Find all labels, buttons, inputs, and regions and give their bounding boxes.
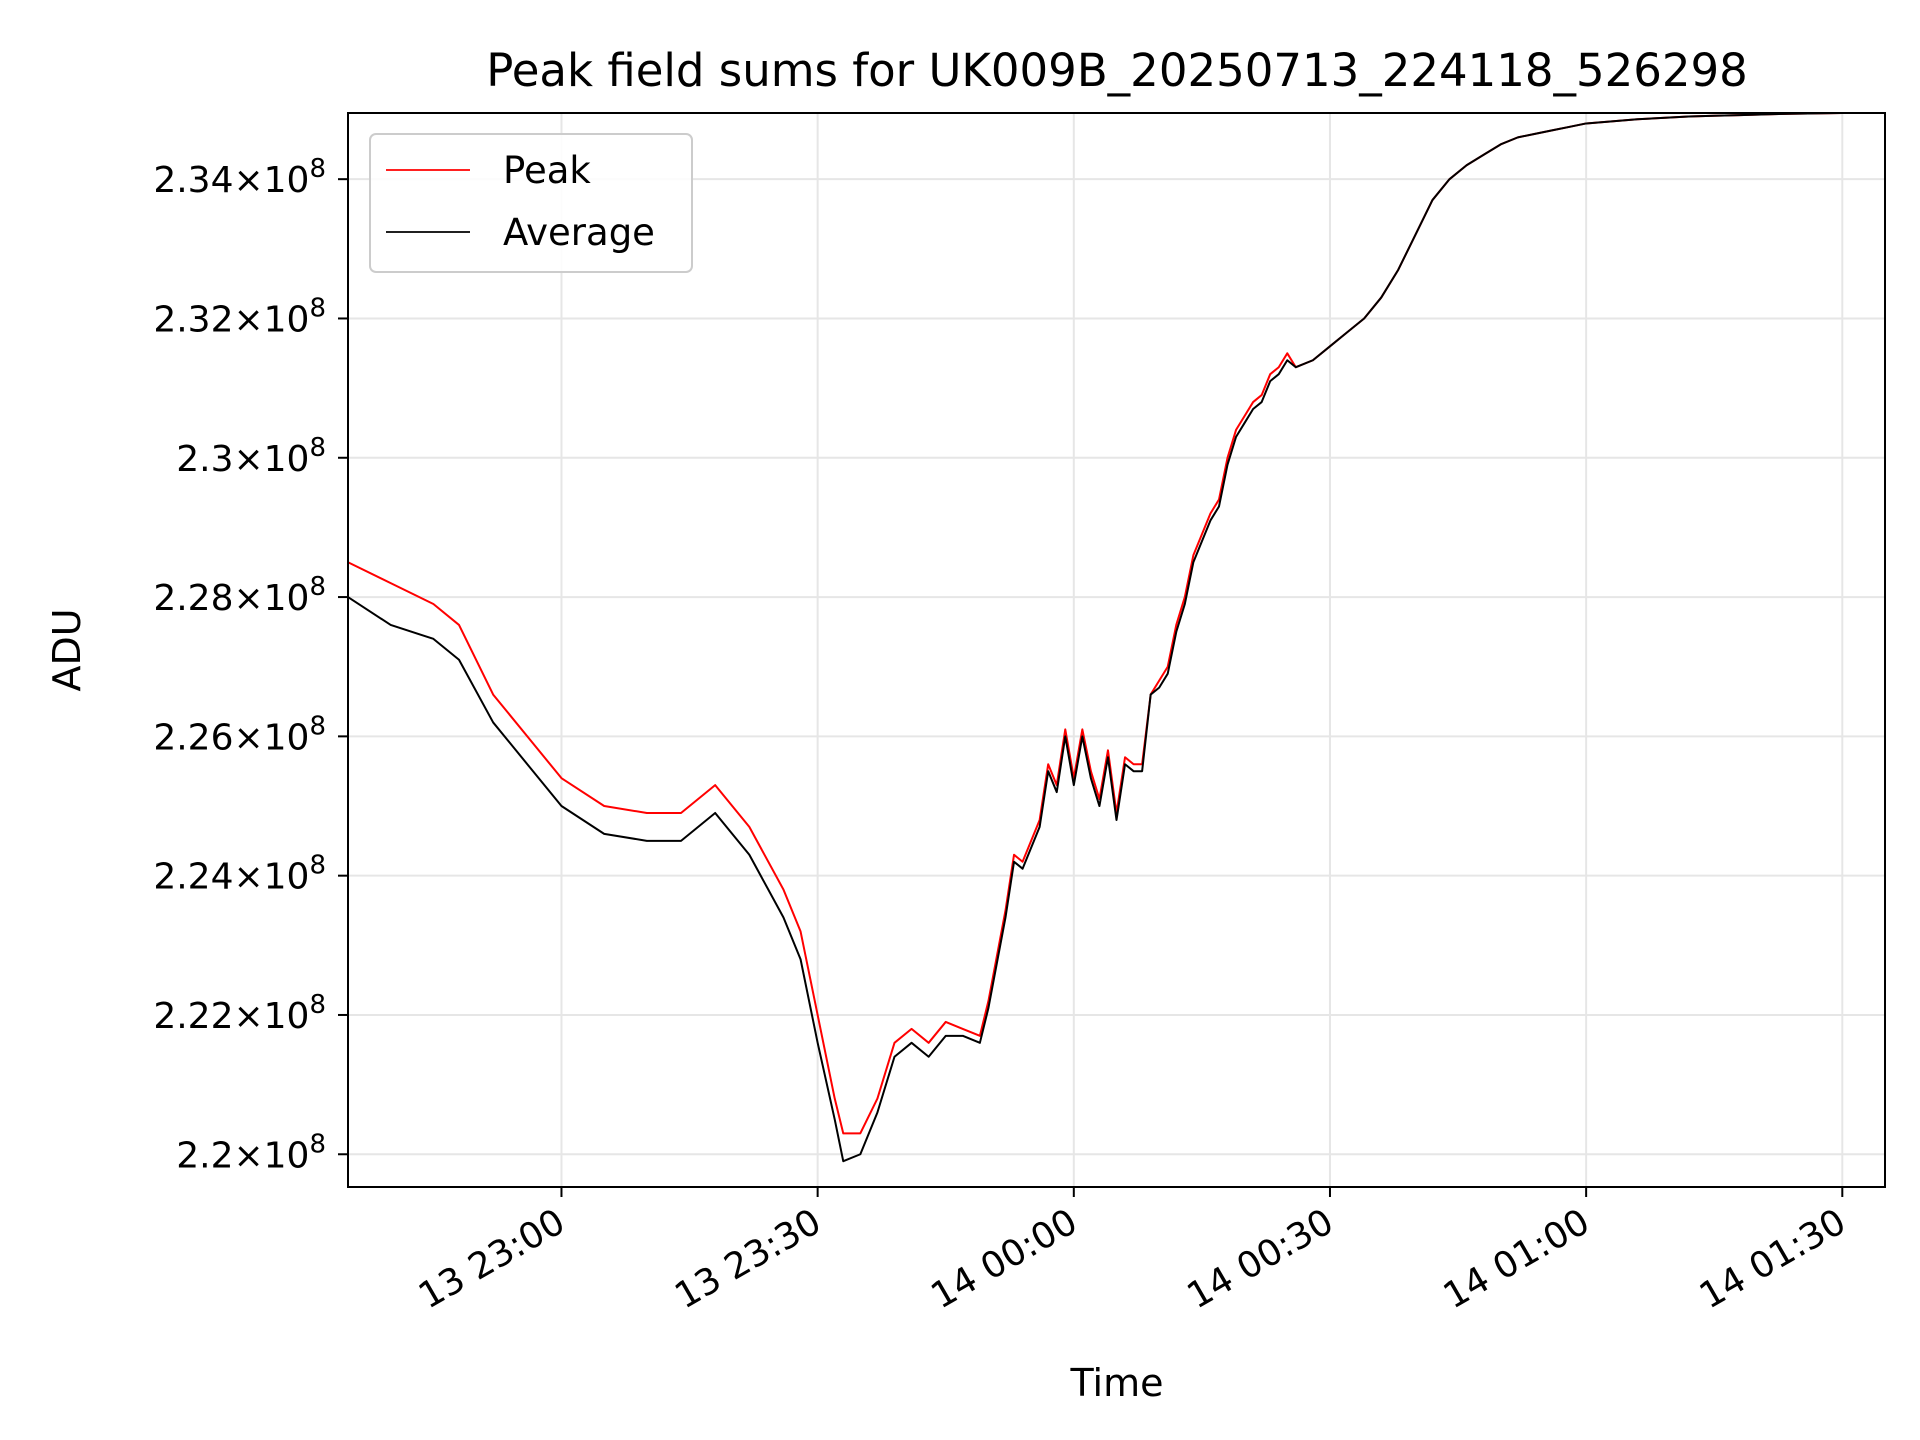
plot-frame: [347, 112, 1886, 1188]
y-tick-label: 2.22×108: [153, 990, 326, 1037]
y-tick-label: 2.2×108: [176, 1129, 326, 1176]
y-tick-label: 2.3×108: [176, 433, 326, 480]
plot-lines: [347, 112, 1885, 1163]
y-axis-label: ADU: [45, 608, 89, 691]
y-tick-label: 2.28×108: [153, 572, 326, 619]
legend-peak-label: Peak: [503, 149, 591, 192]
legend: Peak Average: [369, 133, 693, 273]
y-tick-label: 2.34×108: [153, 154, 326, 201]
legend-box: [369, 133, 693, 273]
legend-average-label: Average: [503, 211, 655, 254]
chart-title: Peak field sums for UK009B_20250713_2241…: [486, 44, 1748, 97]
series-line-average: [347, 112, 1885, 1163]
y-axis-ticks: 2.2×108 2.22×108 2.24×108 2.26×108 2.28×108 2…: [153, 154, 348, 1176]
y-tick-label: 2.24×108: [153, 851, 326, 898]
x-axis-label: Time: [1070, 1361, 1164, 1405]
y-tick-label: 2.32×108: [153, 293, 326, 340]
y-tick-label: 2.26×108: [153, 711, 326, 758]
